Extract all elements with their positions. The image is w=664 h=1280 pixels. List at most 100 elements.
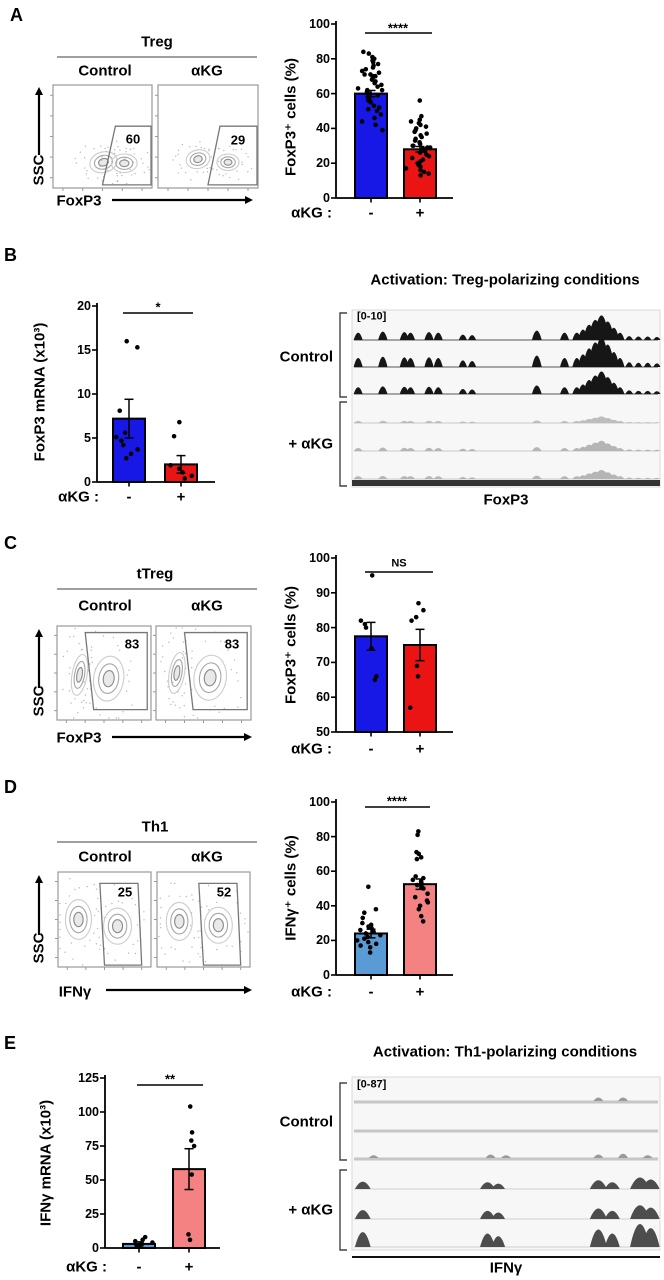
signal-peak <box>491 1236 506 1247</box>
density-speckle <box>197 936 200 939</box>
significance-text: NS <box>391 557 407 570</box>
x-arrowhead-icon <box>244 733 252 741</box>
density-speckle <box>160 906 162 909</box>
data-point <box>412 894 418 900</box>
density-speckle <box>114 152 116 155</box>
density-speckle <box>134 904 136 906</box>
signal-peak <box>399 447 409 451</box>
chart-x-label: αKG : <box>291 740 332 758</box>
density-contour <box>64 898 93 940</box>
ssc-arrowhead-icon <box>35 629 43 637</box>
data-point <box>186 1232 191 1237</box>
data-point <box>121 442 126 448</box>
signal-peak <box>406 358 416 367</box>
density-speckle <box>96 927 99 930</box>
density-contour <box>70 653 89 696</box>
density-speckle <box>170 882 172 885</box>
density-speckle <box>62 655 65 658</box>
data-point <box>379 82 384 88</box>
data-point <box>369 77 375 82</box>
bar <box>354 635 388 733</box>
y-tick-label: 5 <box>84 430 91 445</box>
density-speckle <box>185 895 188 898</box>
data-point <box>372 115 377 121</box>
density-speckle <box>143 171 146 174</box>
density-speckle <box>174 704 177 706</box>
density-speckle <box>229 176 231 179</box>
density-speckle <box>199 956 201 958</box>
density-speckle <box>102 168 105 171</box>
signal-peak <box>560 332 570 340</box>
density-speckle <box>184 652 187 655</box>
data-point <box>362 910 367 916</box>
density-speckle <box>208 150 210 152</box>
density-speckle <box>68 895 71 897</box>
density-speckle <box>170 703 172 706</box>
density-speckle <box>142 162 144 164</box>
signal-peak <box>589 1229 607 1247</box>
gene-model-bar <box>352 480 660 486</box>
data-point <box>415 674 421 679</box>
chart-y-label: FoxP3⁺ cells (%) <box>282 586 300 704</box>
density-contour <box>168 652 186 694</box>
density-speckle <box>191 946 193 948</box>
density-speckle <box>223 707 225 710</box>
density-contour <box>174 914 185 929</box>
density-speckle <box>206 164 208 166</box>
density-speckle <box>240 148 243 150</box>
density-speckle <box>175 155 177 157</box>
density-speckle <box>241 161 243 163</box>
data-point <box>134 1242 139 1248</box>
flow-gate <box>84 631 148 711</box>
y-tick-label: 125 <box>78 1070 99 1085</box>
data-point <box>410 143 416 149</box>
data-point <box>187 1104 193 1109</box>
data-point <box>182 476 188 481</box>
data-point <box>363 931 369 936</box>
browser-group-label: Control <box>279 348 333 366</box>
y-tick-label: 20 <box>316 933 330 948</box>
density-speckle <box>118 649 121 651</box>
density-speckle <box>129 168 131 171</box>
density-speckle <box>212 168 214 170</box>
data-point <box>360 920 365 926</box>
density-speckle <box>77 711 79 714</box>
density-speckle <box>244 918 246 920</box>
density-speckle <box>146 151 149 154</box>
data-point <box>359 119 365 124</box>
signal-peak <box>424 447 434 451</box>
density-speckle <box>235 149 237 151</box>
density-speckle <box>107 146 109 149</box>
category-label: + <box>415 204 425 222</box>
density-speckle <box>64 951 66 953</box>
density-speckle <box>95 908 98 910</box>
panel-label-e: E <box>4 1033 17 1053</box>
data-point <box>412 129 417 135</box>
data-point <box>132 1238 138 1244</box>
density-speckle <box>90 649 92 651</box>
signal-peak <box>653 363 661 367</box>
density-contour <box>185 149 211 170</box>
data-point <box>375 93 381 98</box>
data-point <box>427 145 433 150</box>
density-contour <box>170 908 189 935</box>
data-point <box>140 1237 145 1243</box>
density-speckle <box>101 156 103 158</box>
data-point <box>418 164 423 169</box>
signal-peak <box>368 1155 379 1158</box>
density-contour <box>220 156 236 169</box>
density-speckle <box>74 697 76 700</box>
signal-peak <box>634 362 643 367</box>
density-speckle <box>59 947 61 950</box>
y-tick-label: 60 <box>316 86 330 101</box>
density-speckle <box>174 948 176 950</box>
data-point <box>168 462 173 468</box>
density-contour <box>198 662 222 694</box>
data-point <box>424 131 429 136</box>
signal-peak <box>458 334 467 340</box>
density-speckle <box>131 897 133 900</box>
density-speckle <box>173 882 176 885</box>
density-speckle <box>90 656 93 659</box>
data-point <box>418 122 423 128</box>
signal-peak <box>634 477 643 479</box>
